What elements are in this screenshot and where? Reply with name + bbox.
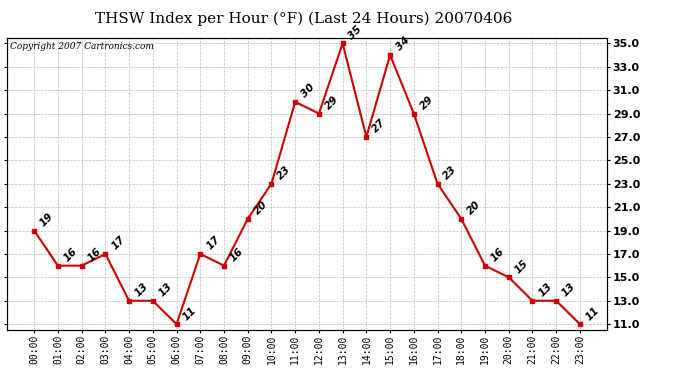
Text: 29: 29	[418, 94, 435, 111]
Text: 34: 34	[394, 36, 412, 53]
Text: 15: 15	[513, 258, 530, 275]
Text: 20: 20	[466, 200, 483, 217]
Text: 17: 17	[110, 234, 127, 252]
Text: 13: 13	[157, 281, 175, 298]
Text: 35: 35	[347, 24, 364, 41]
Text: 27: 27	[371, 117, 388, 135]
Text: Copyright 2007 Cartronics.com: Copyright 2007 Cartronics.com	[10, 42, 154, 51]
Text: 29: 29	[323, 94, 340, 111]
Text: 17: 17	[204, 234, 221, 252]
Text: 23: 23	[275, 164, 293, 182]
Text: 13: 13	[537, 281, 554, 298]
Text: 11: 11	[181, 304, 198, 322]
Text: 13: 13	[133, 281, 150, 298]
Text: 30: 30	[299, 82, 317, 100]
Text: 23: 23	[442, 164, 459, 182]
Text: 16: 16	[228, 246, 246, 264]
Text: 16: 16	[86, 246, 103, 264]
Text: THSW Index per Hour (°F) (Last 24 Hours) 20070406: THSW Index per Hour (°F) (Last 24 Hours)…	[95, 11, 512, 26]
Text: 13: 13	[560, 281, 578, 298]
Text: 11: 11	[584, 304, 602, 322]
Text: 19: 19	[39, 211, 56, 228]
Text: 20: 20	[252, 200, 269, 217]
Text: 16: 16	[489, 246, 506, 264]
Text: 16: 16	[62, 246, 79, 264]
